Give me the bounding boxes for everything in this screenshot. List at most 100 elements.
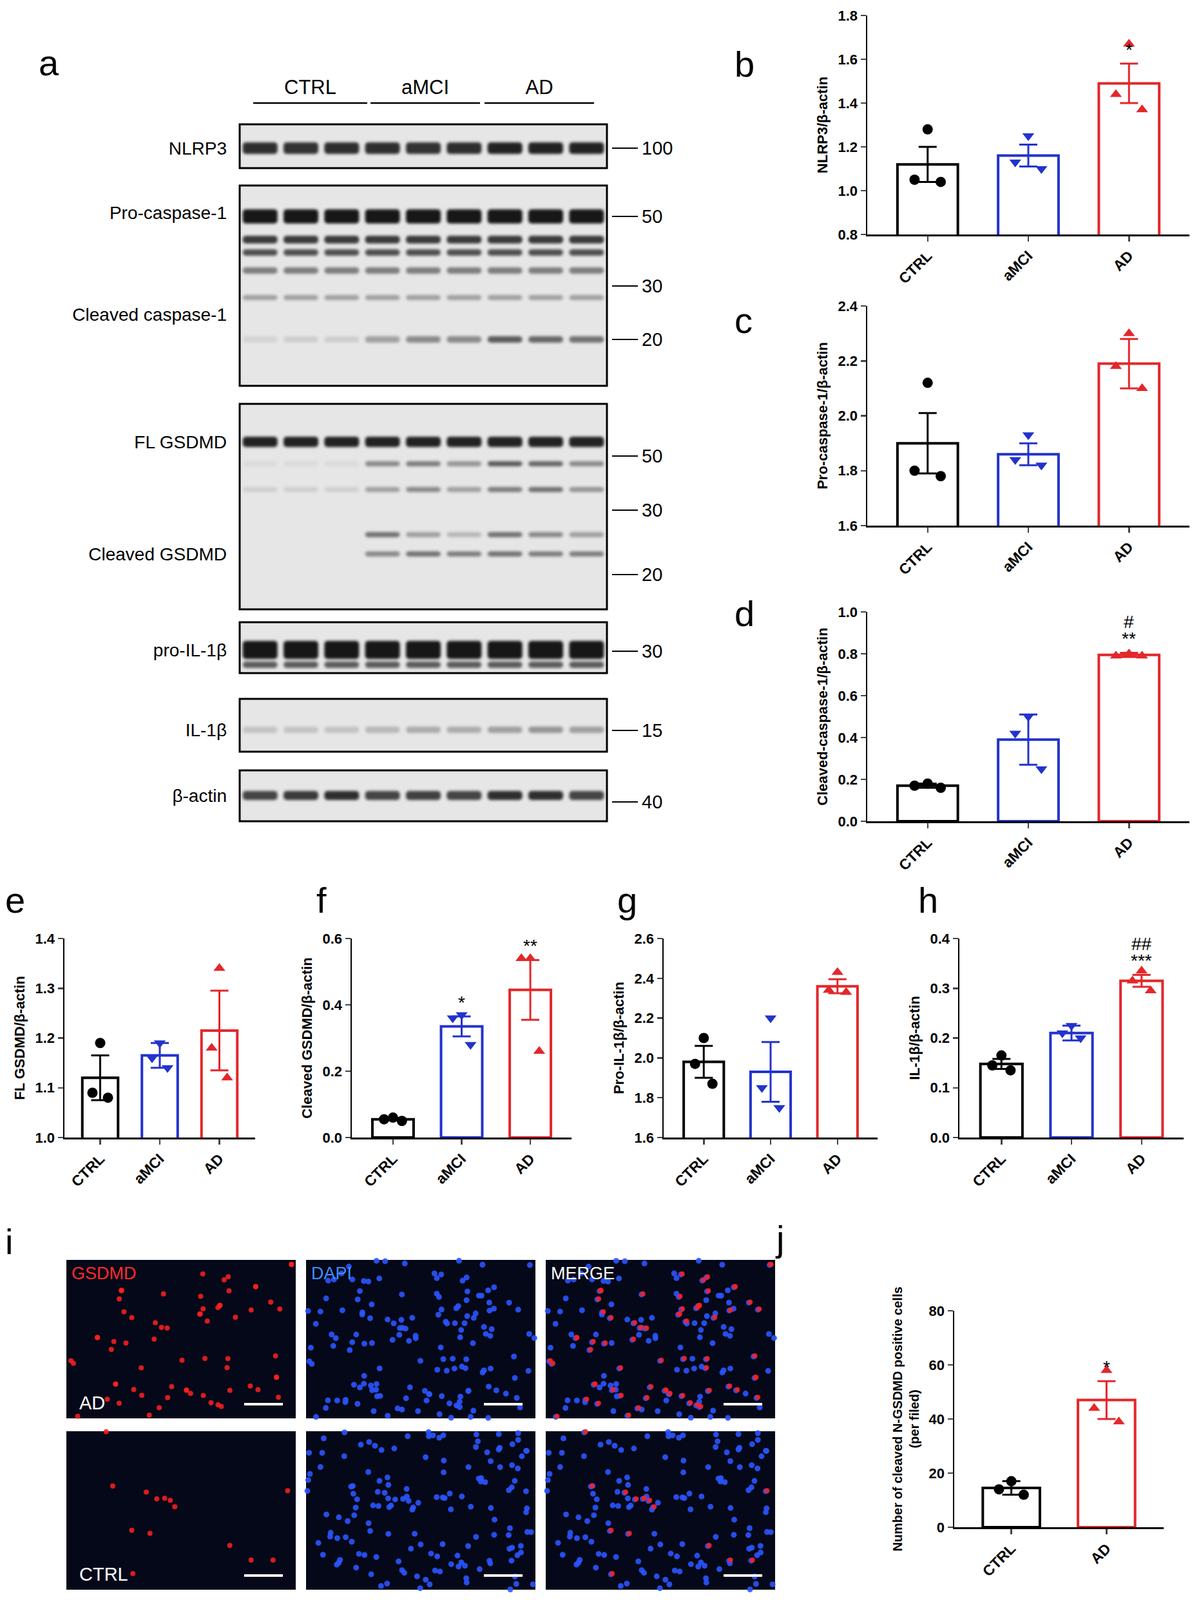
svg-text:0.2: 0.2 [838,771,859,788]
svg-text:0.1: 0.1 [930,1079,951,1096]
svg-text:0.8: 0.8 [838,226,859,243]
svg-text:0.6: 0.6 [322,931,343,948]
svg-text:2.2: 2.2 [838,353,859,370]
svg-text:AD: AD [510,1150,539,1178]
svg-text:40: 40 [929,1411,945,1428]
svg-text:2.6: 2.6 [634,931,655,948]
svg-text:aMCI: aMCI [130,1150,167,1188]
svg-text:0.0: 0.0 [322,1130,343,1147]
svg-text:50: 50 [641,445,663,467]
svg-text:aMCI: aMCI [998,247,1036,285]
svg-text:aMCI: aMCI [1041,1150,1079,1188]
svg-text:1.8: 1.8 [838,462,859,479]
svg-text:0.0: 0.0 [838,813,859,830]
svg-text:CTRL: CTRL [979,1540,1020,1581]
svg-text:AD: AD [79,1393,106,1414]
svg-text:0.6: 0.6 [838,688,859,705]
svg-text:AD: AD [1109,834,1137,862]
svg-text:20: 20 [641,564,663,586]
svg-text:β-actin: β-actin [172,786,227,807]
svg-text:CTRL: CTRL [671,1150,712,1191]
svg-text:0.0: 0.0 [930,1130,951,1147]
svg-text:AD: AD [1086,1540,1115,1568]
svg-text:Pro-IL-1β/β-actin: Pro-IL-1β/β-actin [610,981,627,1095]
svg-text:AD: AD [525,76,553,99]
svg-text:Cleaved caspase-1: Cleaved caspase-1 [72,304,227,325]
svg-text:AD: AD [1122,1150,1150,1178]
svg-text:0.2: 0.2 [322,1063,343,1080]
svg-text:1.8: 1.8 [634,1090,655,1107]
svg-text:CTRL: CTRL [895,538,936,579]
svg-text:1.0: 1.0 [35,1130,56,1147]
svg-text:1.4: 1.4 [35,931,56,948]
svg-text:IL-1β/β-actin: IL-1β/β-actin [906,996,923,1081]
svg-text:*: * [1125,39,1133,60]
svg-text:0.4: 0.4 [322,997,343,1014]
svg-text:aMCI: aMCI [432,1150,470,1188]
svg-text:2.0: 2.0 [838,407,859,424]
svg-text:2.4: 2.4 [634,970,655,988]
svg-text:0.4: 0.4 [930,931,951,948]
svg-text:1.0: 1.0 [838,604,859,621]
svg-text:MERGE: MERGE [550,1264,615,1284]
svg-text:CTRL: CTRL [969,1150,1009,1191]
svg-text:20: 20 [929,1465,945,1482]
svg-text:0.2: 0.2 [930,1030,951,1047]
svg-text:##: ## [1131,934,1153,955]
svg-text:40: 40 [641,791,663,813]
svg-text:Pro-caspase-1: Pro-caspase-1 [109,202,227,223]
svg-text:aMCI: aMCI [401,76,450,99]
svg-text:1.3: 1.3 [35,980,56,997]
svg-text:30: 30 [641,275,663,297]
svg-text:30: 30 [641,499,663,521]
svg-text:aMCI: aMCI [998,538,1036,576]
svg-text:CTRL: CTRL [79,1564,129,1586]
svg-text:Pro-caspase-1/β-actin: Pro-caspase-1/β-actin [814,342,831,490]
svg-text:1.6: 1.6 [838,518,859,535]
svg-text:1.6: 1.6 [838,51,859,68]
svg-text:AD: AD [818,1150,846,1178]
svg-text:NLRP3: NLRP3 [168,138,227,159]
svg-text:0.8: 0.8 [838,646,859,663]
svg-text:FL GSDMD: FL GSDMD [134,432,227,453]
svg-text:CTRL: CTRL [360,1150,401,1191]
svg-text:1.2: 1.2 [838,139,859,156]
svg-text:0: 0 [936,1519,945,1537]
svg-text:1.6: 1.6 [634,1130,655,1147]
svg-text:GSDMD: GSDMD [71,1264,137,1284]
svg-text:1.0: 1.0 [838,182,859,200]
svg-text:#: # [1123,612,1134,633]
svg-text:**: ** [1121,628,1136,649]
svg-text:1.8: 1.8 [838,7,859,24]
svg-text:**: ** [523,936,538,957]
svg-text:60: 60 [929,1357,945,1374]
svg-text:Number of cleaved N-GSDMD posi: Number of cleaved N-GSDMD positive cells… [890,1286,922,1552]
svg-text:Cleaved GSDMD: Cleaved GSDMD [88,544,227,565]
svg-text:2.2: 2.2 [634,1010,655,1027]
svg-text:15: 15 [641,720,663,741]
svg-text:2.4: 2.4 [838,298,859,315]
svg-text:AD: AD [1109,538,1137,566]
svg-text:***: *** [1130,951,1153,971]
svg-text:20: 20 [641,329,663,350]
svg-text:CTRL: CTRL [284,76,337,99]
svg-text:CTRL: CTRL [67,1150,108,1191]
svg-text:30: 30 [641,641,663,662]
svg-text:DAPI: DAPI [311,1264,352,1284]
svg-text:80: 80 [929,1303,945,1320]
svg-text:IL-1β: IL-1β [185,720,227,741]
svg-text:0.4: 0.4 [838,730,859,747]
svg-text:Cleaved GSDMD/β-actin: Cleaved GSDMD/β-actin [298,957,316,1120]
svg-text:1.4: 1.4 [838,95,859,112]
svg-text:0.3: 0.3 [930,980,951,997]
svg-text:2.0: 2.0 [634,1050,655,1067]
svg-text:NLRP3/β-actin: NLRP3/β-actin [814,76,831,174]
svg-text:CTRL: CTRL [895,247,936,288]
svg-text:100: 100 [641,137,673,159]
svg-text:Cleaved-caspase-1/β-actin: Cleaved-caspase-1/β-actin [814,627,831,806]
svg-text:AD: AD [1109,247,1137,275]
svg-text:1.1: 1.1 [35,1079,56,1096]
svg-text:FL GSDMD/β-actin: FL GSDMD/β-actin [11,976,28,1101]
svg-text:aMCI: aMCI [998,834,1036,872]
svg-text:*: * [1103,1357,1111,1378]
